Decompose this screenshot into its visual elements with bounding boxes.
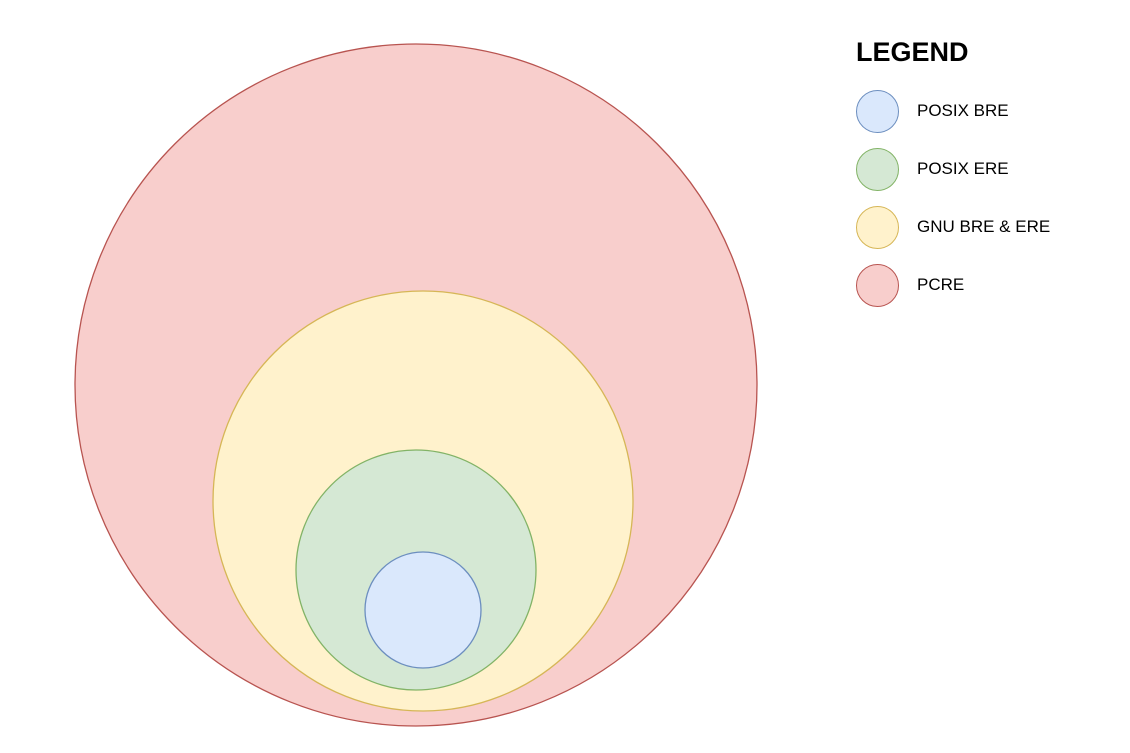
legend-label-posix-ere: POSIX ERE <box>917 159 1009 178</box>
legend-swatch-posix-bre <box>856 89 899 133</box>
legend-label-gnu-bre-ere: GNU BRE & ERE <box>917 217 1051 236</box>
legend-label-posix-bre: POSIX BRE <box>917 101 1009 120</box>
legend-title: LEGEND <box>856 37 969 67</box>
legend-swatch-gnu-bre-ere <box>856 205 899 249</box>
posix-bre-circle <box>364 551 482 669</box>
legend-item-pcre: PCRE <box>856 262 1116 308</box>
nested-circles-diagram <box>74 43 758 727</box>
legend-label-pcre: PCRE <box>917 275 965 294</box>
legend-swatch-posix-ere <box>856 147 899 191</box>
legend-item-gnu-bre-ere: GNU BRE & ERE <box>856 204 1116 250</box>
legend: LEGEND POSIX BRE POSIX ERE GNU BRE & ERE… <box>856 36 1116 320</box>
legend-item-posix-bre: POSIX BRE <box>856 88 1116 134</box>
legend-swatch-pcre <box>856 263 899 307</box>
legend-item-posix-ere: POSIX ERE <box>856 146 1116 192</box>
